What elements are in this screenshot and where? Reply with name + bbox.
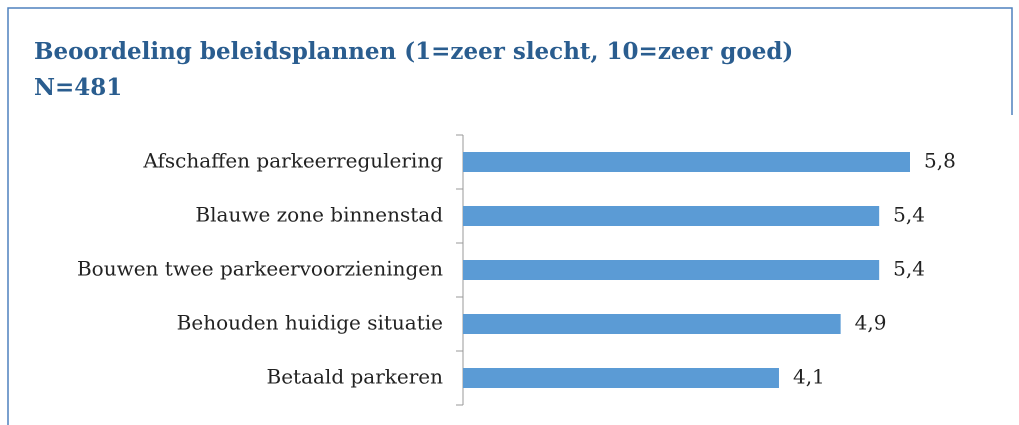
category-label: Behouden huidige situatie	[177, 311, 443, 335]
bar	[463, 152, 910, 172]
bar	[463, 314, 841, 334]
bar	[463, 260, 880, 280]
bar	[463, 206, 880, 226]
chart-subtitle: N=481	[34, 74, 122, 101]
value-label: 5,8	[924, 149, 956, 173]
value-label: 4,9	[855, 311, 887, 335]
category-label: Betaald parkeren	[267, 365, 444, 389]
chart-title: Beoordeling beleidsplannen (1=zeer slech…	[34, 38, 793, 65]
category-label: Afschaffen parkeerregulering	[142, 149, 443, 173]
value-label: 5,4	[893, 203, 925, 227]
category-label: Blauwe zone binnenstad	[195, 203, 443, 227]
category-label: Bouwen twee parkeervoorzieningen	[77, 257, 443, 281]
frame	[7, 7, 1013, 425]
value-label: 5,4	[893, 257, 925, 281]
value-label: 4,1	[793, 365, 825, 389]
bar	[463, 368, 779, 388]
